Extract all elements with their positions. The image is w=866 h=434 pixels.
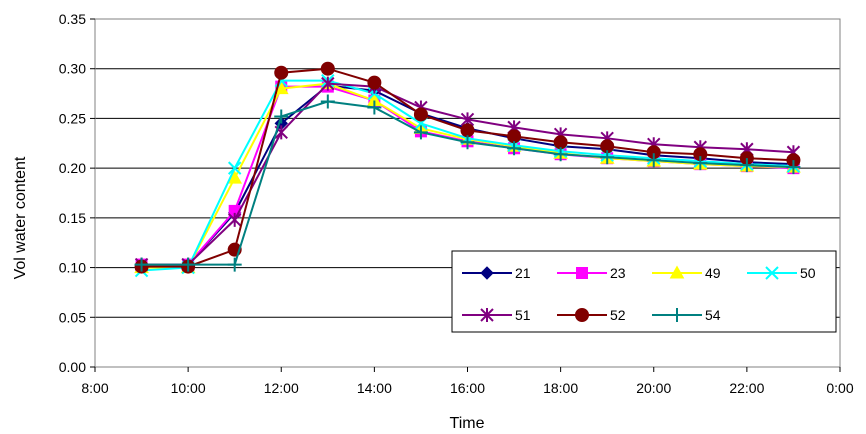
data-point [413, 107, 428, 122]
legend-label: 52 [610, 307, 626, 323]
data-point [553, 135, 568, 150]
data-point [646, 153, 661, 168]
legend-marker [669, 265, 685, 279]
legend-entry-51: 51 [462, 307, 531, 323]
y-tick-label: 0.25 [59, 110, 86, 126]
y-tick-label: 0.15 [59, 210, 86, 226]
data-point [460, 135, 475, 150]
y-tick-label: 0.00 [59, 359, 86, 375]
legend-marker [575, 308, 589, 322]
x-tick-label: 8:00 [81, 380, 108, 396]
data-point [600, 150, 615, 165]
legend-label: 51 [515, 307, 531, 323]
y-axis-ticks: 0.00 0.05 0.10 0.15 0.20 0.25 0.30 0.35 [59, 11, 95, 375]
data-point [274, 109, 289, 124]
legend-marker [480, 308, 494, 322]
data-point [693, 156, 708, 171]
x-tick-label: 20:00 [636, 380, 671, 396]
legend-label: 21 [515, 265, 531, 281]
legend-marker [480, 266, 494, 280]
x-tick-label: 12:00 [264, 380, 299, 396]
data-point [181, 257, 196, 272]
legend-entry-54: 54 [652, 307, 721, 323]
data-point [227, 212, 242, 227]
legend-marker [765, 266, 779, 280]
data-point [507, 129, 522, 144]
y-tick-label: 0.20 [59, 160, 86, 176]
data-point [739, 158, 754, 173]
x-tick-label: 22:00 [729, 380, 764, 396]
data-point [507, 141, 522, 156]
legend-entry-49: 49 [652, 265, 721, 281]
data-point [367, 75, 382, 90]
data-point [367, 100, 382, 115]
legend-entry-50: 50 [747, 265, 816, 281]
series-54 [134, 94, 801, 272]
x-tick-label: 0:00 [826, 380, 853, 396]
series-52 [134, 61, 801, 274]
data-point [320, 61, 335, 76]
series-line [141, 79, 794, 272]
y-tick-label: 0.35 [59, 11, 86, 27]
x-tick-label: 18:00 [543, 380, 578, 396]
data-point [320, 94, 335, 109]
legend-marker [576, 267, 588, 279]
legend-label: 49 [705, 265, 721, 281]
x-tick-label: 14:00 [357, 380, 392, 396]
y-axis-label: Vol water content [12, 156, 29, 279]
x-tick-label: 10:00 [171, 380, 206, 396]
legend-label: 54 [705, 307, 721, 323]
data-point [274, 65, 289, 80]
data-point [553, 147, 568, 162]
data-point [321, 76, 335, 91]
y-tick-label: 0.30 [59, 61, 86, 77]
data-point [786, 160, 801, 175]
legend-label: 50 [800, 265, 816, 281]
legend-box [451, 250, 837, 333]
y-tick-label: 0.05 [59, 309, 86, 325]
data-point [413, 125, 428, 140]
data-point [227, 161, 242, 175]
data-point [227, 257, 242, 272]
legend: 21 23 49 50 51 52 54 [451, 250, 837, 333]
x-tick-label: 16:00 [450, 380, 485, 396]
data-point [134, 257, 149, 272]
legend-marker [670, 308, 684, 322]
x-axis-ticks: 8:00 10:00 12:00 14:00 16:00 18:00 20:00 22:00 0… [81, 367, 854, 396]
legend-entry-21: 21 [462, 265, 531, 281]
y-tick-label: 0.10 [59, 260, 86, 276]
series-line [141, 82, 794, 269]
x-axis-label: Time [450, 415, 485, 432]
data-point [460, 123, 475, 138]
legend-label: 23 [610, 265, 626, 281]
legend-entry-52: 52 [557, 307, 626, 323]
legend-entry-23: 23 [557, 265, 626, 281]
series-group [134, 61, 801, 278]
